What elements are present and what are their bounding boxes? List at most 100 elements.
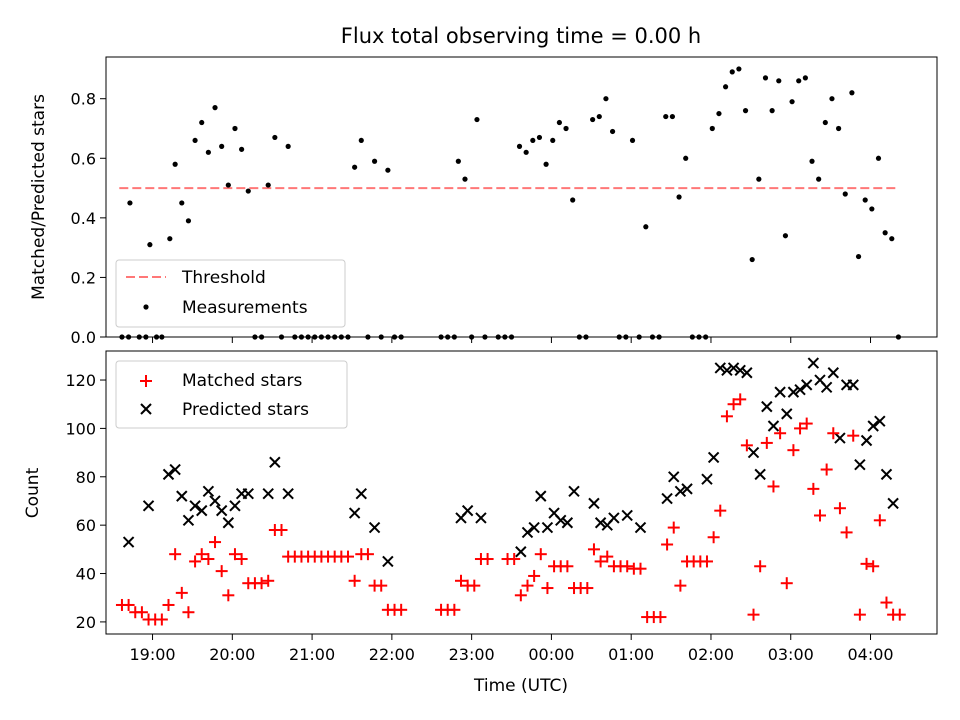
predicted-point <box>727 362 740 374</box>
matched-point <box>747 608 760 621</box>
y-tick-label: 60 <box>76 516 96 535</box>
predicted-point <box>681 483 693 495</box>
x-tick-label: 04:00 <box>847 645 893 664</box>
predicted-point <box>721 364 733 377</box>
matched-point <box>893 608 906 621</box>
predicted-point <box>761 400 773 413</box>
matched-point <box>880 596 893 609</box>
predicted-point <box>634 521 647 534</box>
predicted-point <box>142 500 155 512</box>
measurement-point <box>769 108 775 114</box>
x-tick-label: 19:00 <box>129 645 175 664</box>
predicted-point <box>588 497 600 510</box>
predicted-point <box>461 504 474 517</box>
matched-point <box>860 557 873 570</box>
predicted-point <box>222 517 235 529</box>
measurement-point <box>809 158 815 164</box>
bottom-panel: 20 40 60 80 100 120 19:00 20:00 21:00 22:00 23:00… <box>23 350 938 696</box>
measurement-point <box>530 137 536 144</box>
matched-point <box>215 565 228 578</box>
measurement-point <box>127 200 133 206</box>
measurement-point <box>185 218 192 224</box>
top-legend: Threshold Measurements <box>115 259 346 328</box>
measurement-point <box>855 253 862 260</box>
measurement-point <box>245 188 251 194</box>
predicted-point <box>800 379 813 391</box>
predicted-point <box>754 468 766 481</box>
measurement-point <box>199 119 205 126</box>
measurement-point <box>570 197 576 203</box>
matched-point <box>508 553 521 566</box>
matched-point <box>521 579 534 592</box>
predicted-point <box>282 488 294 500</box>
measurement-point <box>836 125 842 132</box>
measurement-point <box>172 161 178 167</box>
predicted-point <box>262 488 274 500</box>
measurement-point <box>358 137 364 144</box>
measurement-point <box>796 78 802 84</box>
predicted-point <box>196 504 208 517</box>
matched-point <box>361 548 374 561</box>
legend-measurements-label: Measurements <box>182 298 308 318</box>
matched-point <box>853 608 866 621</box>
measurement-point <box>371 158 378 164</box>
matched-point <box>155 613 168 626</box>
top-axes-frame <box>105 56 938 338</box>
predicted-point <box>229 500 241 512</box>
predicted-point <box>781 408 793 420</box>
matched-point <box>813 509 826 522</box>
y-tick-label: 0.2 <box>71 268 96 287</box>
matched-point <box>468 579 481 592</box>
x-tick-label: 22:00 <box>369 645 415 664</box>
matched-point <box>235 553 248 566</box>
matched-point <box>202 553 215 566</box>
matched-point <box>621 560 634 573</box>
bottom-marks <box>115 357 906 626</box>
predicted-point <box>787 386 800 398</box>
legend-matched-label: Matched stars <box>182 371 302 391</box>
predicted-point <box>594 517 607 529</box>
matched-point <box>820 463 833 476</box>
predicted-point <box>661 492 673 505</box>
matched-point <box>448 603 461 616</box>
predicted-point <box>162 468 175 481</box>
measurement-point <box>556 119 562 126</box>
predicted-point <box>269 456 281 468</box>
matched-point <box>714 504 727 517</box>
matched-point <box>634 562 647 575</box>
matched-point <box>654 611 667 624</box>
matched-point <box>587 543 600 556</box>
measurement-point <box>462 176 468 182</box>
measurement-point <box>756 176 762 182</box>
bottom-y-axis-label: Count <box>23 467 43 518</box>
x-axis-label: Time (UTC) <box>473 676 568 696</box>
matched-point <box>341 550 354 563</box>
legend-matched-swatch <box>140 375 152 387</box>
measurement-point <box>550 137 556 144</box>
matched-point <box>395 603 408 616</box>
measurement-point <box>192 137 198 144</box>
predicted-point <box>528 521 540 534</box>
matched-point <box>740 439 753 452</box>
x-tick-label: 02:00 <box>688 645 734 664</box>
predicted-point <box>122 536 135 548</box>
measurement-point <box>722 84 729 90</box>
measurement-point <box>239 146 245 152</box>
matched-point <box>667 521 680 534</box>
measurement-point <box>205 149 211 155</box>
predicted-point <box>169 463 181 476</box>
measurement-point <box>869 206 875 212</box>
matched-point <box>534 548 547 561</box>
predicted-point <box>887 497 899 510</box>
predicted-point <box>701 473 713 485</box>
bottom-y-ticks: 20 40 60 80 100 120 <box>65 371 106 632</box>
y-tick-label: 120 <box>65 371 96 390</box>
y-tick-label: 80 <box>76 468 96 487</box>
predicted-point <box>368 521 381 534</box>
measurement-point <box>225 182 231 188</box>
measurement-point <box>609 128 616 135</box>
measurement-point <box>272 134 278 141</box>
measurement-point <box>776 78 782 84</box>
predicted-point <box>242 488 254 500</box>
